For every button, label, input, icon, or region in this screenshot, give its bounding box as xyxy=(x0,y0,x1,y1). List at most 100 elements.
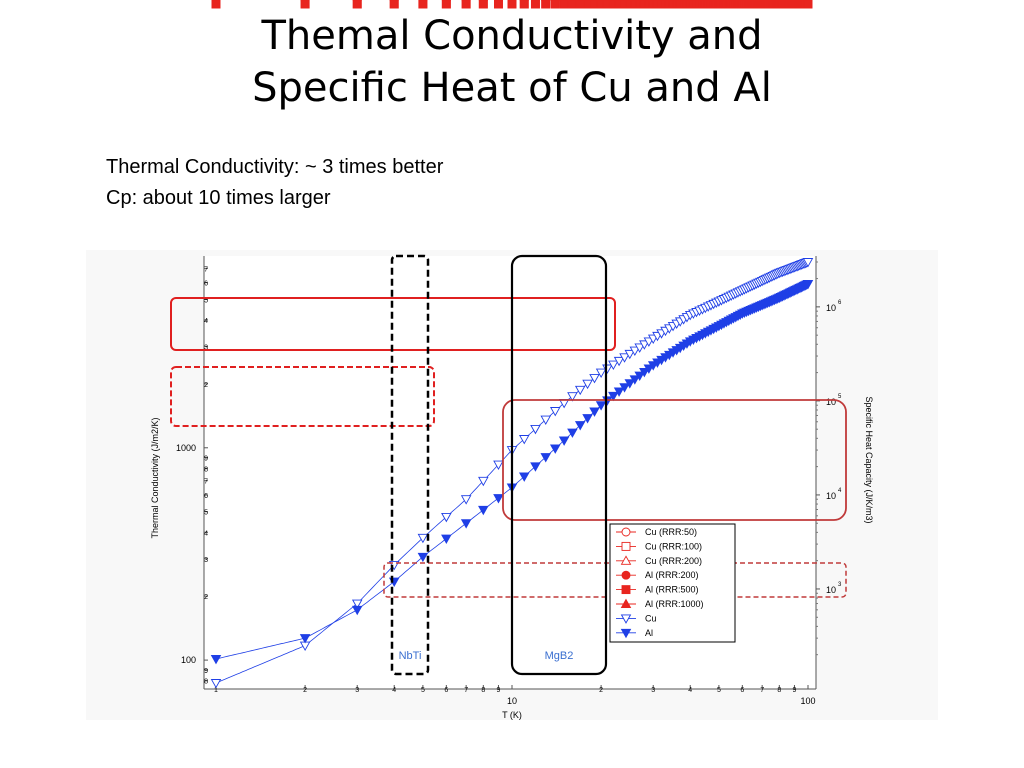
x-axis-label: T (K) xyxy=(502,710,522,720)
data-point xyxy=(541,0,551,9)
left-tick-label: 100 xyxy=(181,655,196,665)
right-tick-exponent: 6 xyxy=(838,300,842,306)
data-point xyxy=(530,462,541,472)
left-tick-label: 5 xyxy=(204,297,208,304)
x-tick-label: 4 xyxy=(392,687,396,694)
slide-notes: Thermal Conductivity: ~ 3 times better C… xyxy=(106,152,443,214)
x-tick-label: 9 xyxy=(497,687,501,694)
left-tick-label: 4 xyxy=(204,530,208,537)
left-tick-label: 1000 xyxy=(176,443,196,453)
data-point xyxy=(643,364,655,374)
x-tick-label: 6 xyxy=(740,687,744,694)
data-point xyxy=(352,0,362,9)
legend: Cu (RRR:50) Cu (RRR:100) Cu (RRR:200) Al (R… xyxy=(609,523,736,643)
legend-entry: Al (RRR:1000) xyxy=(645,599,704,609)
note-line-1: Thermal Conductivity: ~ 3 times better xyxy=(106,156,444,178)
left-tick-label: 4 xyxy=(204,318,208,325)
x-tick-label: 9 xyxy=(793,687,797,694)
x-tick-label: 4 xyxy=(688,687,692,694)
left-tick-label: 7 xyxy=(204,479,208,486)
data-point xyxy=(351,605,363,616)
legend-entry: Cu (RRR:100) xyxy=(645,541,702,551)
data-point xyxy=(608,360,619,371)
data-point xyxy=(549,444,561,454)
data-point xyxy=(417,552,429,563)
right-tick-exponent: 4 xyxy=(838,488,842,494)
legend-entry: Cu xyxy=(645,613,657,623)
data-point xyxy=(619,383,630,393)
left-tick-label: 2 xyxy=(204,382,208,389)
data-point xyxy=(567,0,577,9)
right-tick-label: 10 xyxy=(826,491,836,501)
right-tick-exponent: 5 xyxy=(838,394,842,400)
data-point xyxy=(418,0,428,9)
left-tick-label: 3 xyxy=(204,557,208,564)
title-line-1: Themal Conductivity and xyxy=(261,13,763,59)
data-point xyxy=(507,0,517,9)
data-point xyxy=(574,385,586,396)
data-point xyxy=(461,0,471,9)
left-tick-label: 2 xyxy=(204,594,208,601)
data-point xyxy=(567,428,578,438)
box-al-kappa-dashed xyxy=(170,366,435,427)
right-tick-label: 10 xyxy=(826,585,836,595)
data-point xyxy=(639,368,650,378)
data-point xyxy=(620,555,632,565)
data-point xyxy=(519,0,529,9)
data-point xyxy=(803,0,813,9)
data-point xyxy=(530,0,540,9)
x-tick-label: 3 xyxy=(355,687,359,694)
data-point xyxy=(589,407,600,417)
legend-entry: Cu (RRR:200) xyxy=(645,556,702,566)
data-point xyxy=(540,453,551,463)
left-tick-label: 7 xyxy=(204,266,208,273)
data-point xyxy=(639,340,650,350)
data-point xyxy=(540,415,551,426)
data-point xyxy=(441,512,452,523)
data-point xyxy=(299,634,311,644)
data-point xyxy=(613,387,625,397)
data-point xyxy=(494,0,503,9)
data-point xyxy=(417,533,429,544)
x-tick-label: 2 xyxy=(303,687,307,694)
x-tick-label: 6 xyxy=(444,687,448,694)
left-tick-label: 9 xyxy=(204,668,208,675)
right-axis-label: Specific Heat Capacity (J/K/m3) xyxy=(864,396,874,523)
right-tick-exponent: 3 xyxy=(838,582,842,588)
box-nbti xyxy=(390,254,430,676)
data-point xyxy=(802,280,814,290)
data-point xyxy=(621,585,631,595)
data-point xyxy=(210,655,222,665)
left-tick-label: 8 xyxy=(204,679,208,686)
data-point xyxy=(530,424,541,435)
data-point xyxy=(559,0,569,9)
data-point xyxy=(608,391,619,402)
x-tick-label: 5 xyxy=(717,687,721,694)
data-point xyxy=(567,392,578,402)
data-point xyxy=(575,0,585,9)
x-tick-label: 7 xyxy=(760,687,764,694)
box-cu-cp xyxy=(502,399,847,521)
data-point xyxy=(624,349,636,360)
data-point xyxy=(595,368,607,379)
left-tick-label: 9 xyxy=(204,455,208,462)
x-tick-label: 10 xyxy=(507,696,517,706)
legend-entry: Al xyxy=(645,628,653,638)
data-point xyxy=(634,371,645,381)
data-point xyxy=(582,379,593,390)
data-point xyxy=(478,476,489,487)
data-point xyxy=(574,421,586,431)
box-mgb2 xyxy=(510,254,608,676)
data-point xyxy=(549,407,561,417)
x-tick-label: 7 xyxy=(464,687,468,694)
left-tick-label: 3 xyxy=(204,344,208,351)
data-point xyxy=(441,0,451,9)
data-point xyxy=(589,374,600,384)
left-axis-label: Thermal Conductivity (J/m2/K) xyxy=(150,417,160,538)
note-line-2: Cp: about 10 times larger xyxy=(106,187,331,209)
x-tick-label: 5 xyxy=(421,687,425,694)
data-point xyxy=(460,519,472,529)
left-tick-label: 5 xyxy=(204,510,208,517)
